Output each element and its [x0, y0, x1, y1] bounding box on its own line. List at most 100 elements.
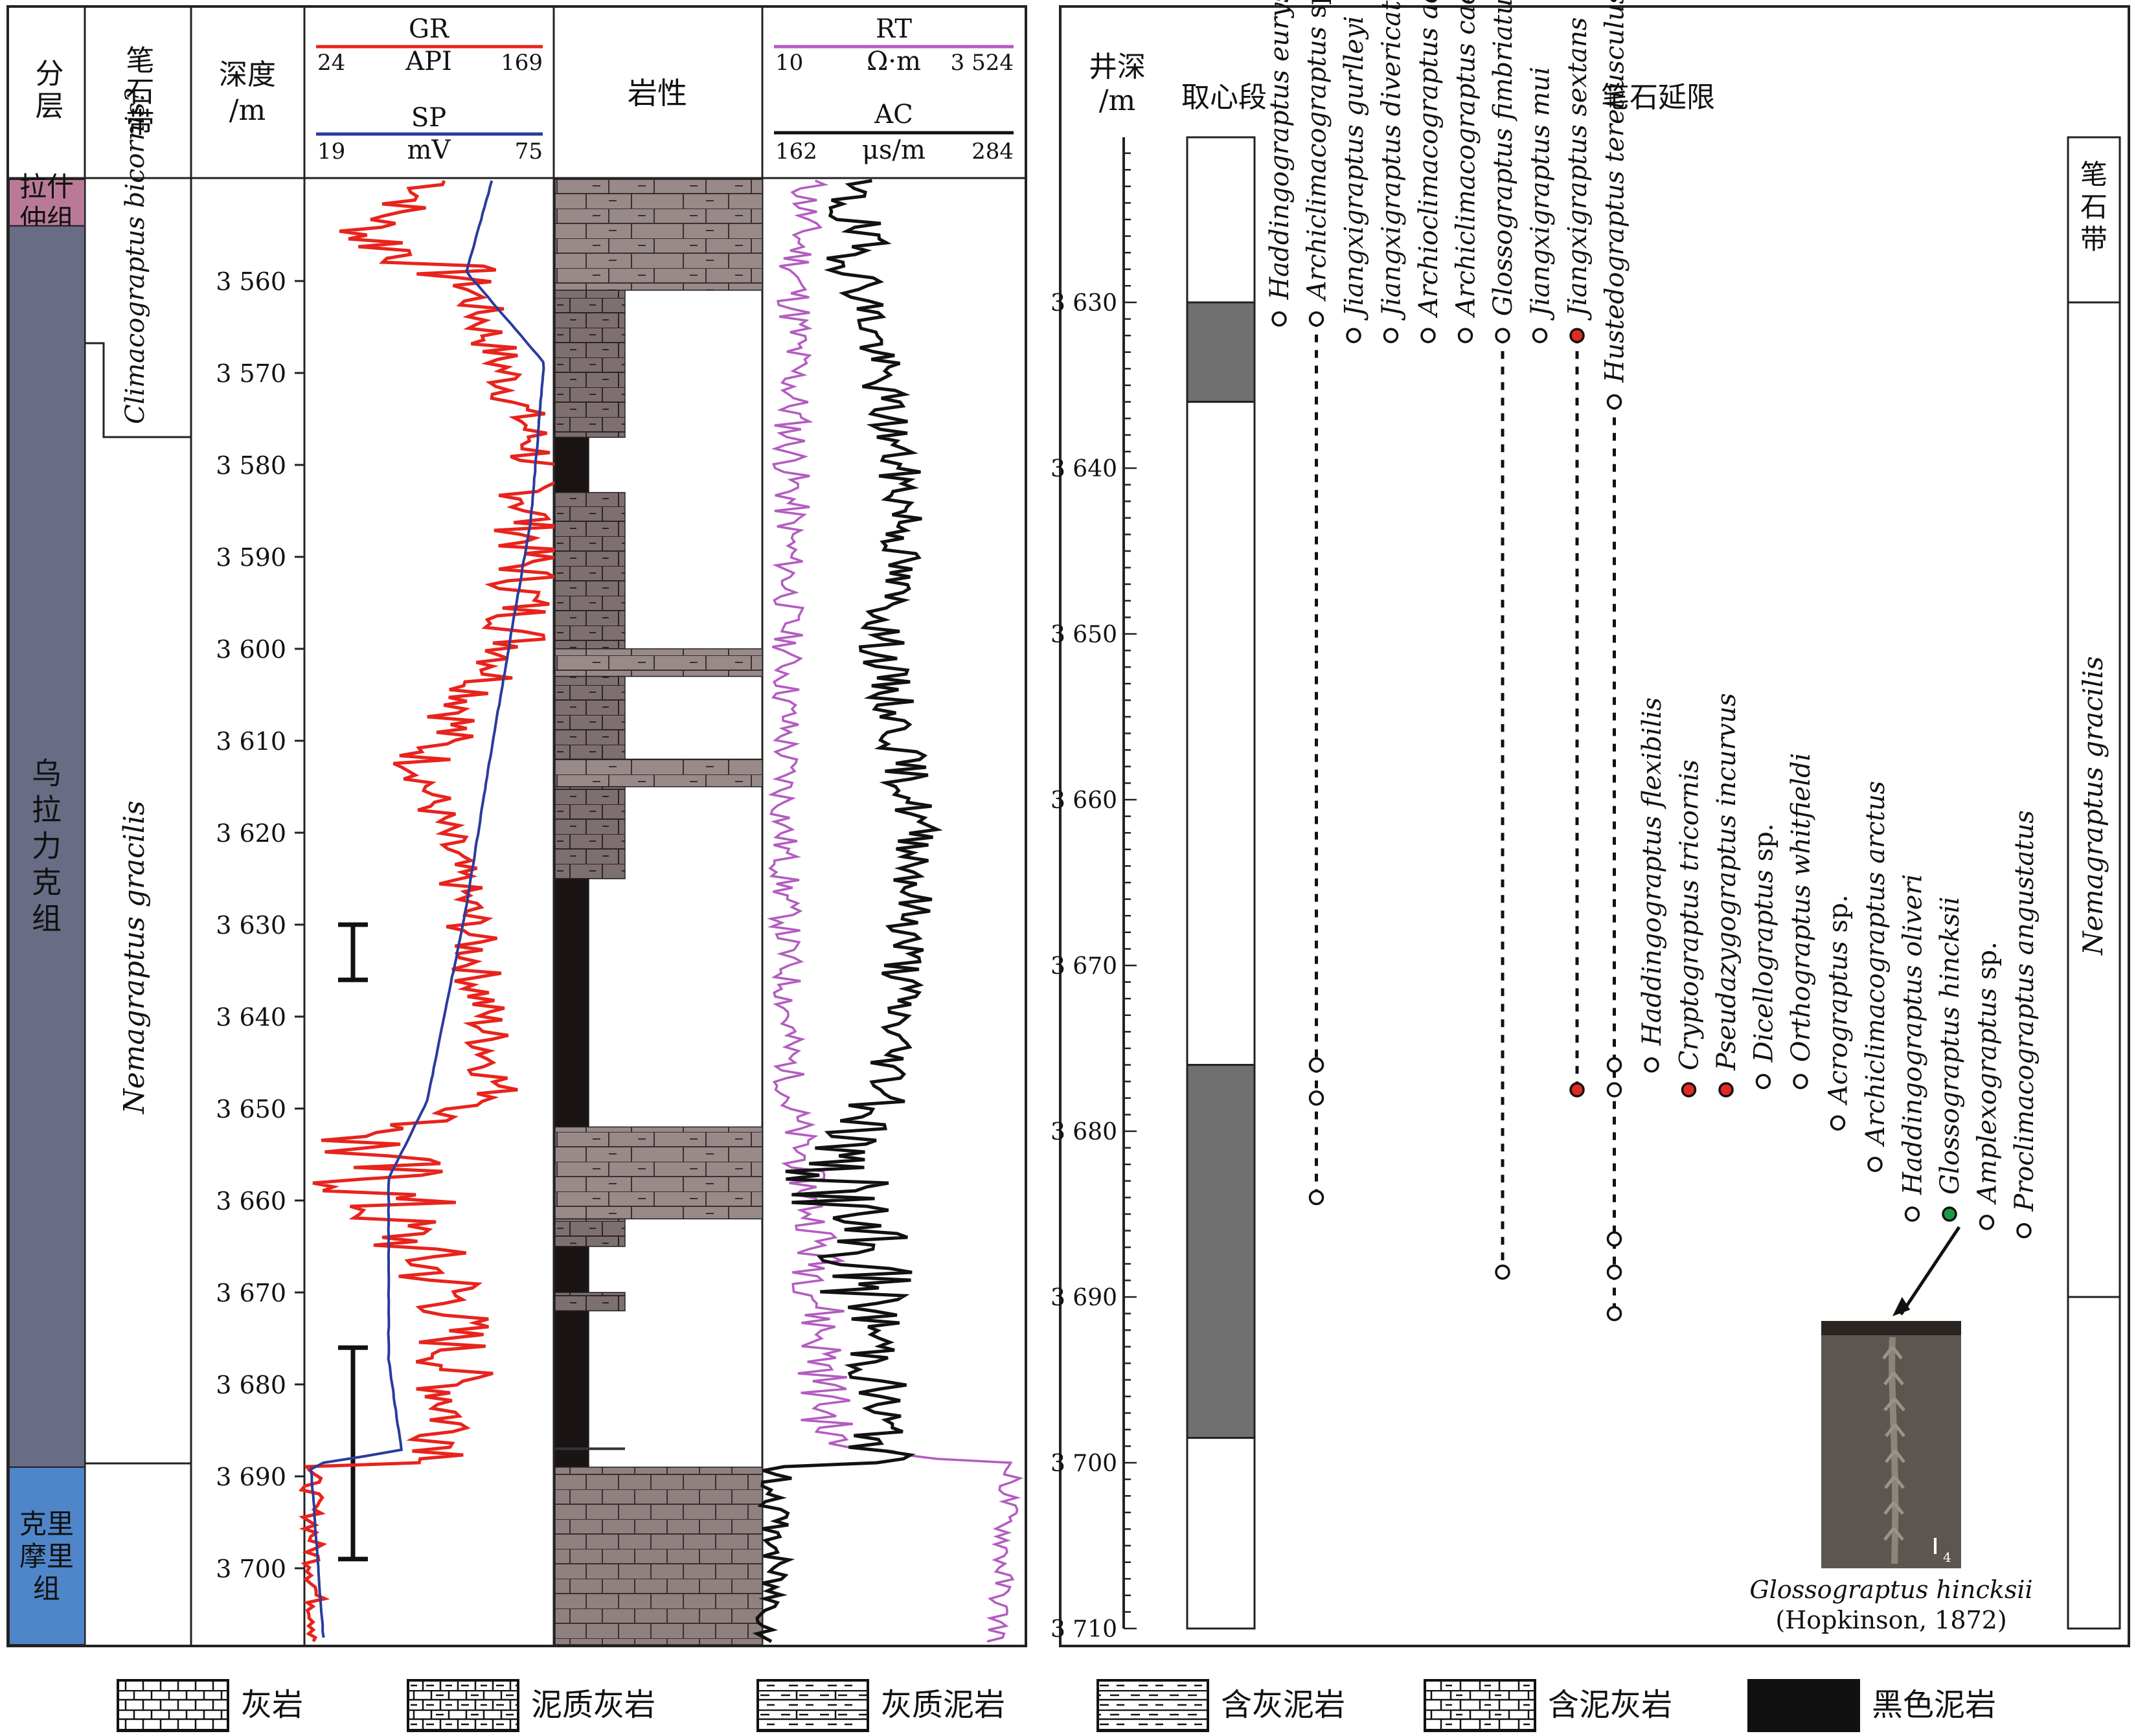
fossil-photo: 4 Glossograptus hincksii (Hopkinson, 187…	[1749, 1226, 2033, 1634]
core-cored-block	[1186, 1064, 1256, 1439]
header-lithology: 岩性	[628, 76, 687, 111]
occurrence-marker	[1904, 1206, 1920, 1222]
occurrence-marker	[1420, 328, 1436, 343]
occurrence-marker	[1830, 1115, 1846, 1131]
lithology-block	[554, 758, 763, 787]
species-ranges: Haddingograptus eurystoma Archiclimacogra…	[1265, 0, 2039, 1322]
formation-label-part: 拉什	[19, 171, 74, 203]
right-depth-axis: 3 630 3 640 3 650 3 660 3 670 3 680 3 690 3 700…	[1051, 137, 1137, 1643]
legend-label: 灰质泥岩	[881, 1687, 1005, 1723]
species-label: Jiangxigraptus sextans	[1563, 17, 1593, 321]
gr-name: GR	[409, 14, 450, 44]
ac-max: 284	[971, 139, 1014, 164]
occurrence-marker	[2016, 1223, 2032, 1239]
formation-label-part: 摩里	[19, 1540, 74, 1572]
zone-title-char: 带	[2080, 223, 2108, 255]
species-label: Orthograptus whitfieldi	[1786, 753, 1816, 1063]
legend-swatch	[1096, 1679, 1209, 1732]
species-label: Hustedograptus teretiusculus	[1600, 0, 1630, 383]
species-label: Glossograptus fimbriatus	[1488, 0, 1518, 316]
lithology-block	[554, 1467, 763, 1645]
core-column	[1186, 136, 1256, 1630]
right-depth-label: 3 640	[1051, 456, 1117, 482]
core-empty-block	[1186, 136, 1256, 304]
occurrence-marker	[1569, 1082, 1585, 1098]
core-interval-markers	[338, 922, 368, 1562]
left-depth-label: 3 690	[216, 1463, 286, 1491]
occurrence-marker	[1271, 311, 1287, 327]
right-core-title: 取心段	[1181, 81, 1267, 114]
formation-block	[8, 1466, 85, 1646]
species-label: Archiclimacograptus arctus	[1861, 781, 1891, 1147]
photo-scale-label: 4	[1943, 1550, 1951, 1565]
right-depth-label: 3 700	[1051, 1450, 1117, 1477]
right-depth-label: 3 630	[1051, 290, 1117, 317]
right-panel: 井深 /m 取心段 笔石延限 3 630 3 640 3 650 3 660 3 670…	[1051, 0, 2130, 1647]
occurrence-marker	[1606, 394, 1622, 410]
ac-min: 162	[775, 139, 817, 164]
rt-unit: Ω·m	[867, 47, 921, 76]
zone-climacograptus: Climacograptus bicornis?	[120, 88, 150, 424]
occurrence-marker	[1606, 1305, 1622, 1322]
photo-caption-ref: (Hopkinson, 1872)	[1775, 1606, 2006, 1634]
occurrence-marker	[1718, 1082, 1734, 1098]
right-depth-label: 3 710	[1051, 1616, 1117, 1643]
species-label: Archiclimacograptus sp.	[1302, 0, 1332, 302]
sp-min: 19	[317, 139, 345, 164]
legend-label: 含泥灰岩	[1548, 1687, 1672, 1723]
legend-swatch	[117, 1679, 229, 1732]
left-depth-label: 3 640	[216, 1003, 286, 1031]
legend-swatch	[756, 1679, 869, 1732]
lithology-block	[554, 1218, 626, 1247]
species-label: Jiangxigraptus divericatus	[1377, 0, 1407, 321]
occurrence-marker	[1644, 1057, 1659, 1073]
left-depth-label: 3 630	[216, 911, 286, 940]
gr-sp-track	[298, 180, 573, 1643]
right-depth-label: 3 680	[1051, 1119, 1117, 1145]
lithology-block	[554, 491, 626, 649]
left-depth-label: 3 560	[216, 267, 286, 296]
left-depth-label: 3 680	[216, 1371, 286, 1399]
species-label: Acrograptus sp.	[1824, 895, 1854, 1107]
legend-swatch	[1747, 1679, 1860, 1732]
gr-min: 24	[317, 50, 345, 76]
right-depth-title: 井深	[1089, 51, 1146, 84]
occurrence-marker	[1495, 1264, 1510, 1280]
legend-label: 黑色泥岩	[1872, 1687, 1996, 1723]
species-label: Haddingograptus eurystoma	[1265, 0, 1295, 300]
gr-unit: API	[405, 47, 452, 76]
species-label: Jiangxigraptus gurlleyi	[1339, 16, 1369, 321]
formation-label-part: 力	[32, 828, 62, 863]
left-depth-label: 3 610	[216, 727, 286, 756]
left-depth-label: 3 590	[216, 543, 286, 572]
occurrence-marker	[1308, 1090, 1324, 1106]
occurrence-marker	[1606, 1231, 1622, 1247]
header-bishidai: 笔石带	[121, 45, 154, 139]
legend-label: 含灰泥岩	[1221, 1687, 1345, 1723]
species-label: Amplexograptus sp.	[1973, 941, 2003, 1206]
right-depth-label: 3 670	[1051, 953, 1117, 980]
lithology-block	[554, 648, 763, 677]
lithology-block	[554, 1292, 626, 1312]
occurrence-marker	[1569, 328, 1585, 343]
lithology-block	[554, 878, 589, 1128]
right-depth-label: 3 650	[1051, 622, 1117, 648]
legend-label: 泥质灰岩	[531, 1687, 655, 1723]
occurrence-marker	[1681, 1082, 1697, 1098]
ac-name: AC	[874, 100, 913, 130]
formation-label-part: 克里	[19, 1508, 74, 1540]
left-depth-label: 3 570	[216, 359, 286, 388]
ac-unit: μs/m	[862, 135, 926, 165]
left-depth-label: 3 580	[216, 451, 286, 480]
zone-title-char: 笔	[2080, 159, 2108, 190]
rt-ac-track	[752, 179, 1024, 1643]
occurrence-marker	[1606, 1082, 1622, 1098]
formation-block	[8, 225, 85, 1468]
legend-swatch	[1424, 1679, 1536, 1732]
zone-nemagraptus-right: Nemagraptus gracilis	[2077, 656, 2109, 956]
lithology-column	[554, 179, 763, 1645]
species-label: Haddingograptus oliveri	[1898, 874, 1928, 1195]
formation-label-part: 拉	[32, 792, 62, 827]
rt-max: 3 524	[951, 50, 1014, 76]
